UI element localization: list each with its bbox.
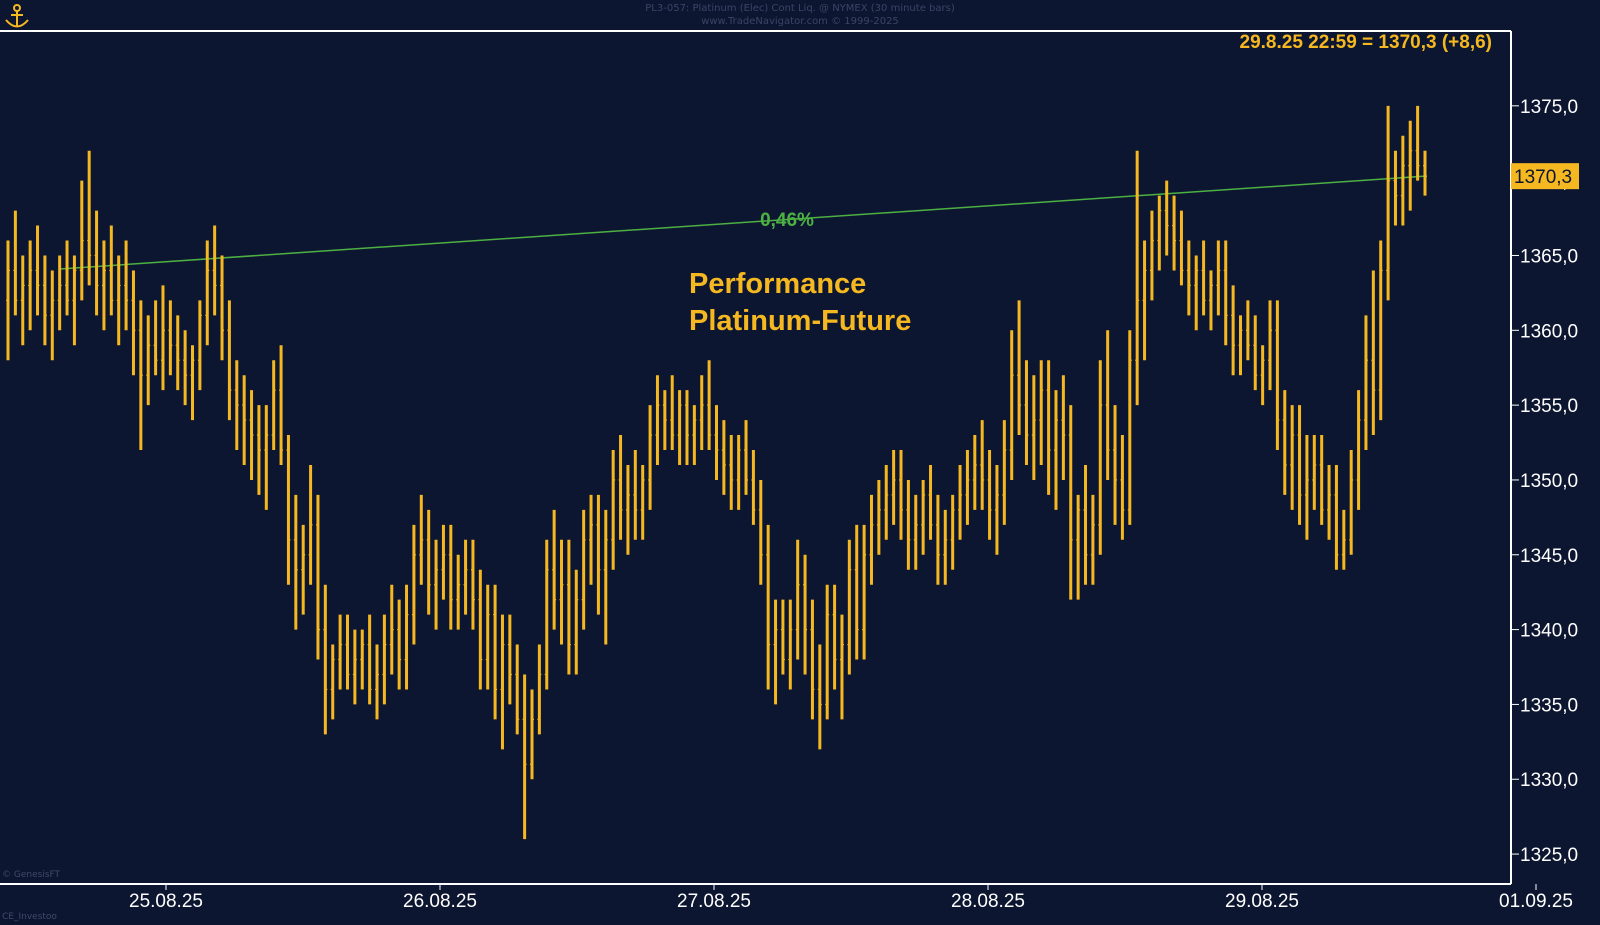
source-credit: © GenesisFT [2,870,61,880]
author-credit: CE_Investoo [2,912,57,922]
y-tick-label: 1335,0 [1520,695,1578,716]
x-tick-label: 01.09.25 [1499,891,1573,912]
x-tick-label: 26.08.25 [403,891,477,912]
last-price-tag: 1370,3 [1511,163,1579,190]
x-tick-label: 29.08.25 [1225,891,1299,912]
y-tick-label: 1340,0 [1520,621,1578,642]
y-tick-label: 1350,0 [1520,471,1578,492]
x-tick-label: 27.08.25 [677,891,751,912]
y-tick-label: 1345,0 [1520,546,1578,567]
chart-title-line2: Platinum-Future [689,305,911,337]
x-tick-label: 25.08.25 [129,891,203,912]
last-price-readout: 29.8.25 22:59 = 1370,3 (+8,6) [1240,32,1492,53]
last-price-tag-text: 1370,3 [1514,167,1572,188]
y-axis: 1325,0 1330,0 1335,0 1340,0 1345,0 1350,0 1355… [1511,97,1578,866]
y-tick-label: 1365,0 [1520,246,1578,267]
y-tick-label: 1375,0 [1520,97,1578,118]
performance-line-group [59,175,1426,270]
x-axis: 25.08.25 26.08.25 27.08.25 28.08.25 29.08.25… [129,884,1573,912]
anchor-logo-icon [5,4,29,28]
chart-header-line1: PL3-057: Platinum (Elec) Cont Liq. @ NYM… [645,3,955,14]
y-tick-label: 1325,0 [1520,845,1578,866]
chart-header-line2: www.TradeNavigator.com © 1999-2025 [701,16,899,27]
ohlc-bars-group [6,105,1427,840]
y-tick-label: 1330,0 [1520,770,1578,791]
x-tick-label: 28.08.25 [951,891,1025,912]
performance-percent-label: 0,46% [760,210,814,231]
chart-title-line1: Performance [689,268,866,300]
y-tick-label: 1360,0 [1520,321,1578,342]
y-tick-label: 1355,0 [1520,396,1578,417]
performance-trendline [59,175,1426,270]
